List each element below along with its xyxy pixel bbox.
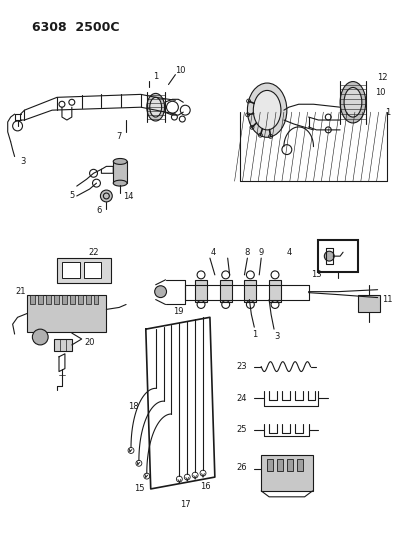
Circle shape xyxy=(100,190,112,202)
Text: 18: 18 xyxy=(128,401,138,410)
Bar xyxy=(358,295,379,312)
Text: 13: 13 xyxy=(311,270,322,279)
Ellipse shape xyxy=(113,158,127,164)
Bar xyxy=(62,295,67,304)
Circle shape xyxy=(324,251,334,261)
Text: 1: 1 xyxy=(385,108,390,117)
Bar xyxy=(195,280,207,302)
Bar xyxy=(244,280,256,302)
Text: 15: 15 xyxy=(134,484,144,494)
Bar xyxy=(287,459,293,471)
Text: 21: 21 xyxy=(15,287,26,296)
Bar xyxy=(267,459,273,471)
Text: 1: 1 xyxy=(153,72,158,81)
Ellipse shape xyxy=(147,93,164,121)
Bar xyxy=(113,161,127,183)
Bar xyxy=(261,455,313,491)
Bar xyxy=(318,240,358,272)
Ellipse shape xyxy=(150,98,162,117)
Text: 7: 7 xyxy=(116,132,122,141)
Bar xyxy=(38,295,43,304)
Text: 4: 4 xyxy=(210,248,215,257)
Text: 24: 24 xyxy=(236,394,247,403)
Ellipse shape xyxy=(253,91,281,130)
Text: 12: 12 xyxy=(377,73,388,82)
Bar xyxy=(297,459,303,471)
Circle shape xyxy=(155,286,166,297)
Bar xyxy=(93,295,98,304)
Text: 25: 25 xyxy=(236,425,247,434)
Bar xyxy=(70,295,75,304)
Bar xyxy=(84,262,102,278)
Ellipse shape xyxy=(113,180,127,186)
Text: 19: 19 xyxy=(173,307,184,316)
Bar xyxy=(57,258,111,283)
Bar xyxy=(27,295,106,332)
Text: 26: 26 xyxy=(236,463,247,472)
Text: 1: 1 xyxy=(252,329,257,338)
Bar xyxy=(46,295,51,304)
Text: 17: 17 xyxy=(180,500,191,509)
Bar xyxy=(62,262,80,278)
Bar xyxy=(277,459,283,471)
Text: 20: 20 xyxy=(84,338,95,348)
Text: 3: 3 xyxy=(20,157,25,166)
Text: 11: 11 xyxy=(382,295,393,304)
Text: 22: 22 xyxy=(88,248,99,257)
Bar xyxy=(54,339,72,351)
Bar xyxy=(220,280,232,302)
Text: 10: 10 xyxy=(175,66,186,75)
Text: 14: 14 xyxy=(123,192,133,201)
Bar xyxy=(31,295,35,304)
Text: 3: 3 xyxy=(274,332,279,341)
Ellipse shape xyxy=(344,87,362,117)
Text: 9: 9 xyxy=(259,248,264,257)
Ellipse shape xyxy=(247,83,287,138)
Bar xyxy=(78,295,83,304)
Circle shape xyxy=(32,329,48,345)
Text: 4: 4 xyxy=(286,248,291,257)
Text: 16: 16 xyxy=(200,482,210,491)
Bar xyxy=(86,295,91,304)
Text: 23: 23 xyxy=(236,362,247,371)
Text: 10: 10 xyxy=(375,88,386,97)
Ellipse shape xyxy=(340,82,366,123)
Text: 8: 8 xyxy=(245,248,250,257)
Text: 6: 6 xyxy=(97,206,102,215)
Bar xyxy=(269,280,281,302)
Bar xyxy=(54,295,59,304)
Text: 6308  2500C: 6308 2500C xyxy=(32,21,120,35)
Text: 5: 5 xyxy=(69,191,74,200)
